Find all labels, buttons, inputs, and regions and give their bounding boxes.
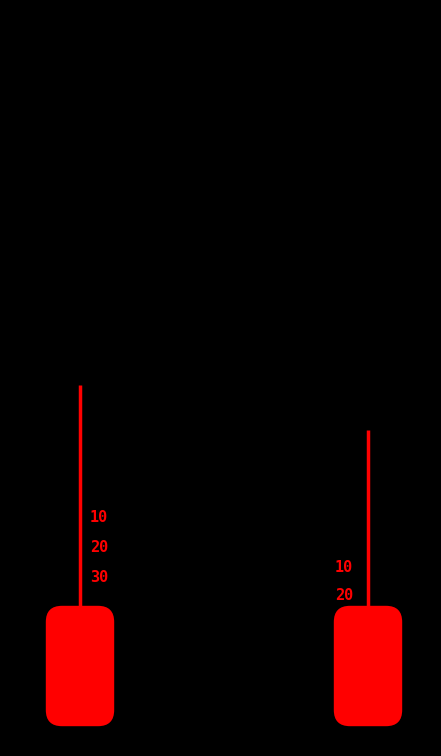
Text: 30: 30 <box>90 571 108 585</box>
Text: 10: 10 <box>335 559 353 575</box>
FancyBboxPatch shape <box>334 606 402 727</box>
FancyBboxPatch shape <box>46 606 114 727</box>
Text: 20: 20 <box>335 587 353 603</box>
Text: 20: 20 <box>90 540 108 554</box>
Text: 10: 10 <box>90 510 108 525</box>
